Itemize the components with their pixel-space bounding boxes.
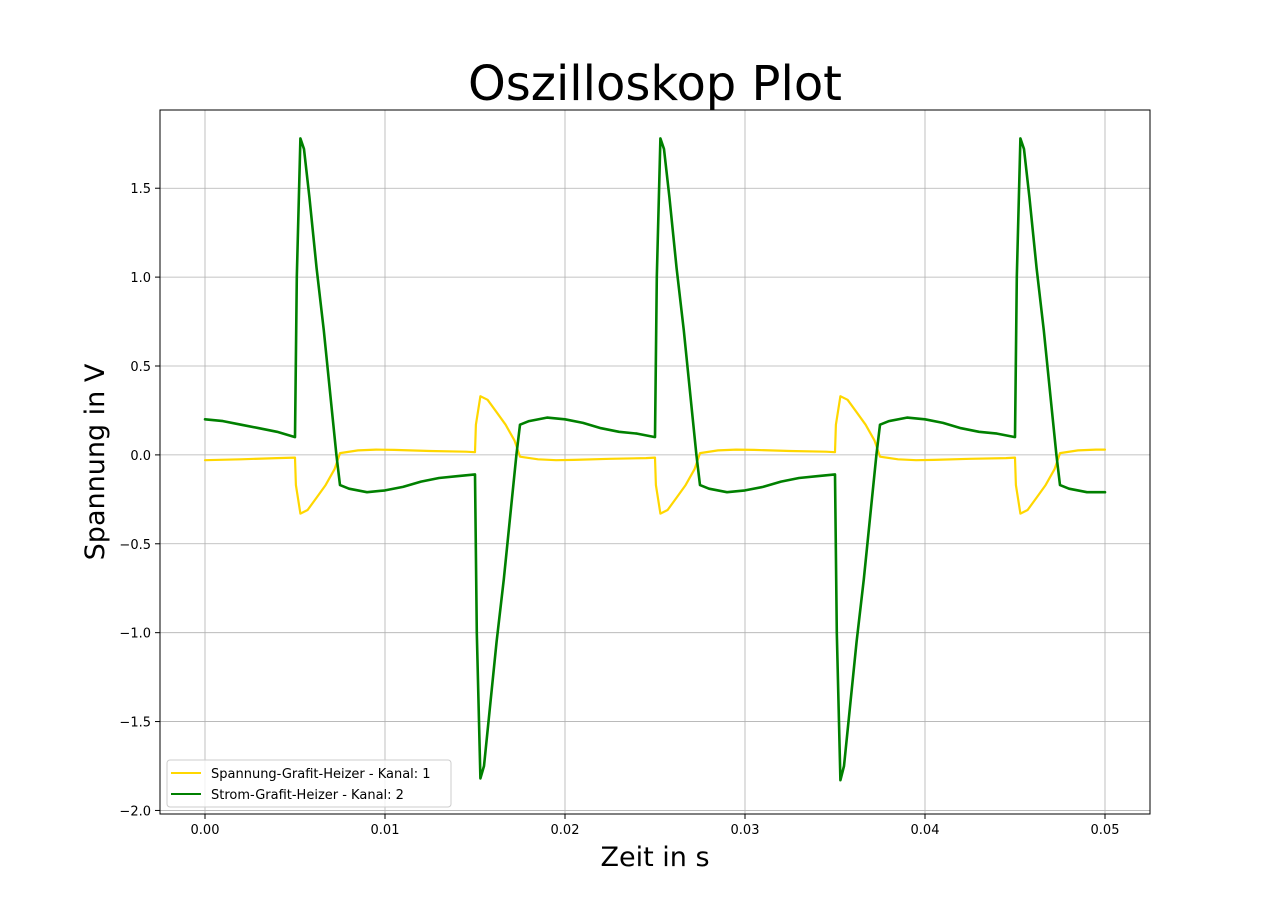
y-tick-label: −0.5 — [119, 538, 151, 553]
series-line-spannung — [203, 395, 1107, 515]
legend-box — [166, 759, 452, 808]
x-tick-label: 0.05 — [1091, 823, 1120, 838]
y-tick-label: 1.5 — [130, 182, 151, 197]
y-tick-label: 0.0 — [130, 449, 151, 464]
y-tick-label: 0.5 — [130, 360, 151, 375]
plot-area-frame — [159, 109, 1151, 815]
x-tick-label: 0.04 — [911, 823, 940, 838]
x-tick-label: 0.01 — [371, 823, 400, 838]
series-layer — [203, 137, 1107, 782]
y-axis-label: Spannung in V — [80, 363, 111, 560]
x-tick-label: 0.00 — [191, 823, 220, 838]
y-tick-label: 1.0 — [130, 271, 151, 286]
x-tick-label: 0.03 — [731, 823, 760, 838]
y-tick-label: −1.5 — [119, 716, 151, 731]
chart-title: Oszilloskop Plot — [468, 56, 842, 112]
y-tick-label: −2.0 — [119, 804, 151, 819]
y-tick-label: −1.0 — [119, 627, 151, 642]
grid-lines — [160, 110, 1150, 814]
series-line-strom — [203, 137, 1107, 782]
x-axis-label: Zeit in s — [600, 842, 709, 873]
legend-label-spannung: Spannung-Grafit-Heizer - Kanal: 1 — [211, 767, 431, 782]
x-axis-ticks: 0.00 0.01 0.02 0.03 0.04 0.05 — [191, 814, 1120, 838]
y-axis-ticks: −2.0 −1.5 −1.0 −0.5 0.0 0.5 1.0 1.5 — [119, 182, 160, 819]
legend-label-strom: Strom-Grafit-Heizer - Kanal: 2 — [211, 788, 404, 803]
legend: Spannung-Grafit-Heizer - Kanal: 1 Strom-… — [166, 759, 452, 808]
x-tick-label: 0.02 — [551, 823, 580, 838]
